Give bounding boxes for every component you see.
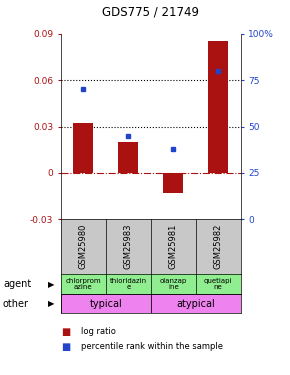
- Text: ▶: ▶: [48, 280, 54, 289]
- Text: atypical: atypical: [176, 299, 215, 309]
- Bar: [163, 173, 183, 193]
- Text: ■: ■: [61, 342, 70, 352]
- Text: GDS775 / 21749: GDS775 / 21749: [102, 6, 199, 19]
- Text: olanzap
ine: olanzap ine: [160, 278, 187, 290]
- Text: thioridazin
e: thioridazin e: [110, 278, 147, 290]
- Text: GSM25980: GSM25980: [79, 224, 88, 269]
- Bar: [61, 294, 151, 313]
- Text: GSM25983: GSM25983: [124, 224, 133, 269]
- Text: typical: typical: [90, 299, 122, 309]
- Text: ■: ■: [61, 327, 70, 337]
- Text: log ratio: log ratio: [81, 327, 116, 336]
- Text: agent: agent: [3, 279, 31, 289]
- Text: quetiapi
ne: quetiapi ne: [204, 278, 233, 290]
- Text: GSM25981: GSM25981: [169, 224, 178, 269]
- Bar: [208, 42, 228, 173]
- Bar: [73, 123, 93, 173]
- Text: other: other: [3, 299, 29, 309]
- Text: chlorprom
azine: chlorprom azine: [66, 278, 101, 290]
- Text: percentile rank within the sample: percentile rank within the sample: [81, 342, 223, 351]
- Text: ▶: ▶: [48, 299, 54, 308]
- Bar: [151, 294, 241, 313]
- Bar: [118, 142, 138, 173]
- Text: GSM25982: GSM25982: [214, 224, 223, 269]
